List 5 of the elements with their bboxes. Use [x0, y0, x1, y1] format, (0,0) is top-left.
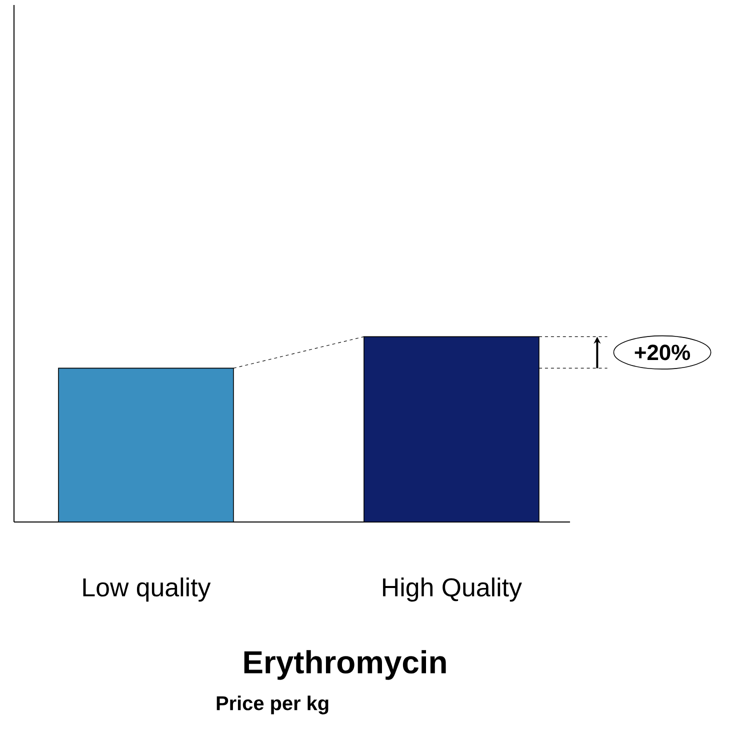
- text: Price per kg: [216, 696, 328, 714]
- x-tick-label: Low quality: [83, 578, 211, 602]
- text: Erythromycin: [244, 650, 446, 680]
- text: +20%: [634, 344, 690, 360]
- x-tick-label: High Quality: [383, 578, 522, 602]
